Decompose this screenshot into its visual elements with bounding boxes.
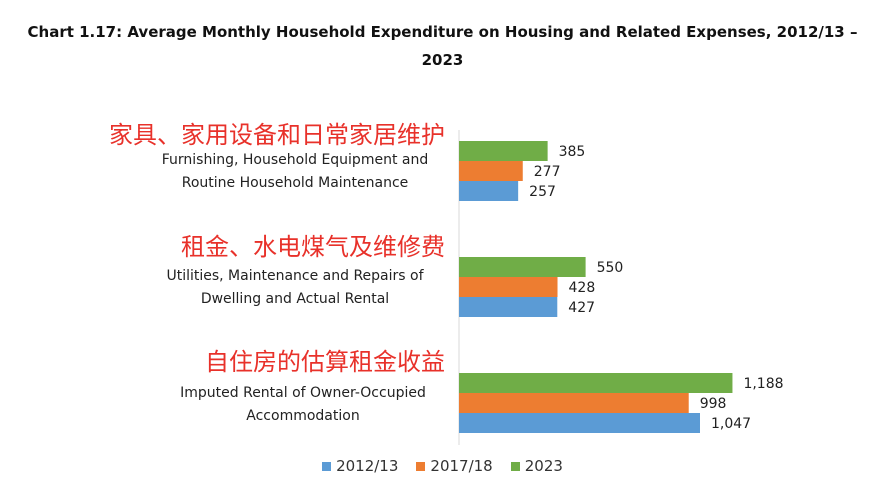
legend: 2012/13 2017/18 2023 (0, 457, 885, 475)
bar-2023-cat3 (459, 373, 733, 393)
legend-label-2023: 2023 (524, 457, 563, 475)
bar-2017-18-cat2 (459, 277, 558, 297)
data-label-2023-cat1: 385 (559, 144, 586, 160)
data-label-2023-cat3: 1,188 (743, 376, 783, 392)
bar-2023-cat2 (459, 257, 586, 277)
bar-2023-cat1 (459, 141, 548, 161)
bar-2012-13-cat1 (459, 181, 519, 201)
legend-item-2017-18: 2017/18 (416, 457, 493, 475)
data-label-2012-13-cat2: 427 (568, 300, 595, 316)
data-label-2012-13-cat1: 257 (529, 184, 556, 200)
category-label-cn-2: 租金、水电煤气及维修费 (181, 233, 445, 261)
legend-swatch-2012-13 (322, 461, 332, 471)
legend-swatch-2023 (510, 461, 520, 471)
legend-swatch-2017-18 (416, 461, 426, 471)
bar-2012-13-cat3 (459, 413, 700, 433)
data-label-2017-18-cat1: 277 (534, 164, 561, 180)
legend-label-2017-18: 2017/18 (430, 457, 493, 475)
category-label-en-2: Utilities, Maintenance and Repairs of Dw… (166, 268, 424, 307)
bar-2017-18-cat3 (459, 393, 689, 413)
data-label-2017-18-cat3: 998 (700, 396, 727, 412)
data-label-2023-cat2: 550 (597, 260, 624, 276)
category-label-cn-3: 自住房的估算租金收益 (205, 348, 445, 376)
category-label-cn-1: 家具、家用设备和日常家居维护 (109, 121, 445, 149)
bar-2017-18-cat1 (459, 161, 523, 181)
data-label-2017-18-cat2: 428 (569, 280, 596, 296)
chart-title: Chart 1.17: Average Monthly Household Ex… (27, 23, 858, 69)
legend-item-2012-13: 2012/13 (322, 457, 398, 475)
category-label-en-1: Furnishing, Household Equipment and Rout… (161, 152, 429, 191)
legend-item-2023: 2023 (510, 457, 563, 475)
legend-label-2012-13: 2012/13 (336, 457, 399, 475)
data-label-2012-13-cat3: 1,047 (711, 416, 751, 432)
bar-2012-13-cat2 (459, 297, 558, 317)
category-label-en-3: Imputed Rental of Owner-Occupied Accommo… (180, 385, 426, 424)
